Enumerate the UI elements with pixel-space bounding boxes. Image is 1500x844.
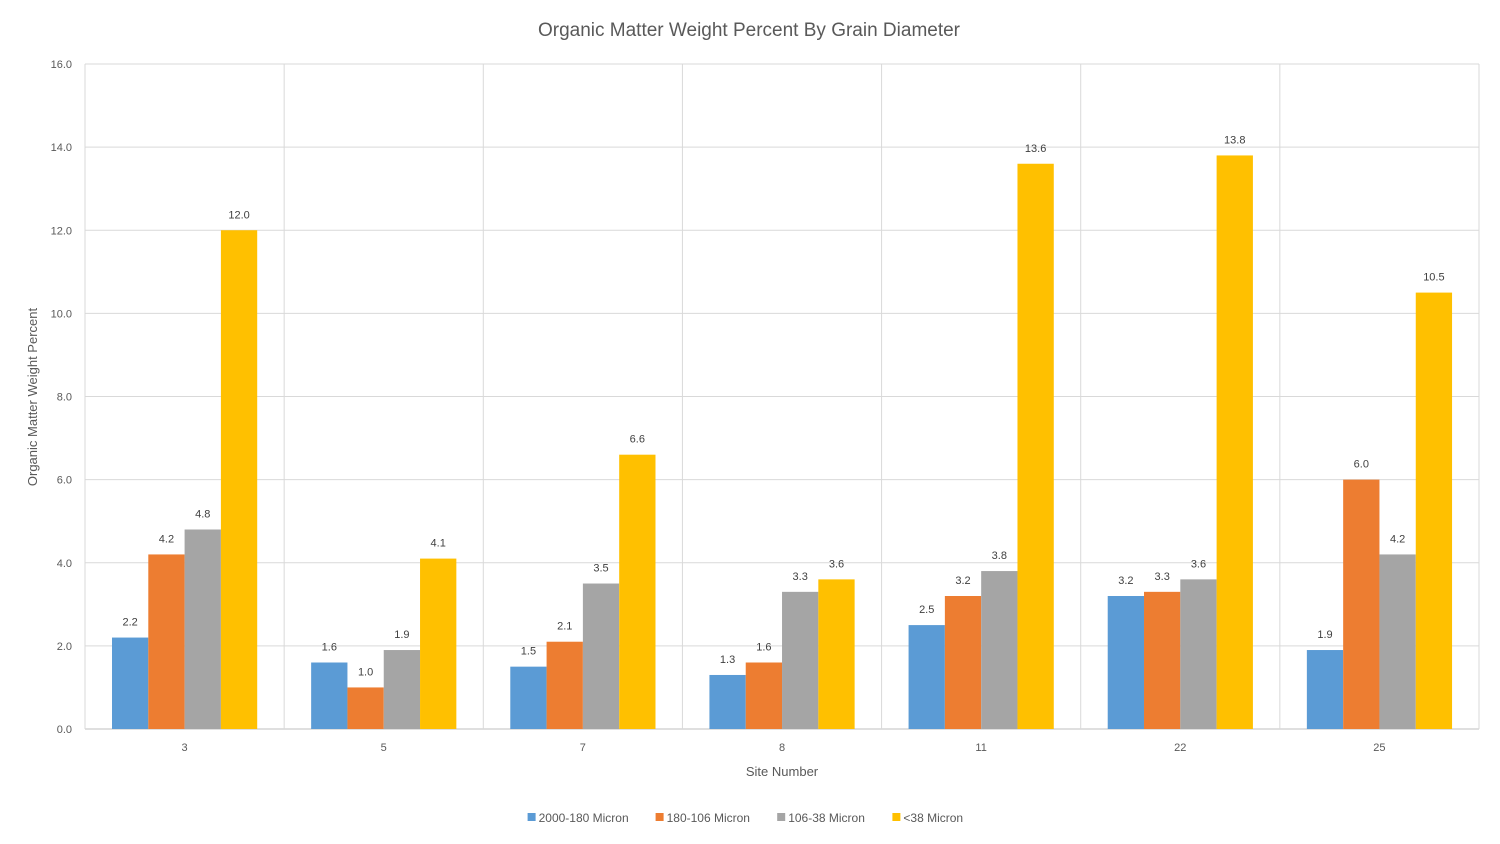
bar [619, 454, 656, 729]
data-label: 3.3 [793, 571, 808, 583]
bar [782, 591, 819, 729]
x-tick-label: 25 [1373, 742, 1385, 754]
data-label: 13.8 [1224, 134, 1245, 146]
data-label: 2.5 [919, 604, 934, 616]
bars [112, 155, 1453, 729]
data-label: 1.5 [521, 646, 536, 658]
data-label: 6.0 [1354, 459, 1369, 471]
legend: 2000-180 Micron 180-106 Micron 106-38 Micr… [527, 811, 963, 825]
bar [1107, 596, 1145, 729]
chart-title: Organic Matter Weight Percent By Grain D… [538, 20, 961, 41]
data-label: 1.0 [358, 666, 373, 678]
legend-label: 180-106 Micron [667, 811, 750, 825]
bar [311, 662, 348, 729]
bar [347, 687, 384, 729]
data-label: 6.6 [630, 434, 645, 446]
gridlines [84, 63, 1480, 730]
bar [510, 666, 547, 729]
bar [1415, 292, 1453, 729]
y-tick-label: 16.0 [51, 59, 72, 71]
y-axis-ticks: 0.0 2.0 4.0 6.0 8.0 10.0 12.0 14.0 16.0 [51, 59, 72, 736]
data-label: 2.1 [557, 621, 572, 633]
y-tick-label: 0.0 [57, 724, 72, 736]
data-label: 13.6 [1025, 143, 1046, 155]
data-label: 3.2 [1118, 575, 1133, 587]
data-label: 4.1 [431, 538, 446, 550]
y-tick-label: 2.0 [57, 641, 72, 653]
data-label: 1.6 [756, 642, 771, 654]
x-tick-label: 5 [381, 742, 387, 754]
y-tick-label: 6.0 [57, 475, 72, 487]
data-label: 1.9 [1317, 629, 1332, 641]
legend-swatch [777, 813, 786, 821]
bar [582, 583, 620, 729]
legend-label: 106-38 Micron [788, 811, 865, 825]
bar [420, 558, 457, 729]
data-label: 3.6 [1191, 558, 1206, 570]
legend-label: <38 Micron [903, 811, 963, 825]
bar [1144, 591, 1181, 729]
y-tick-label: 14.0 [51, 142, 72, 154]
bar [1180, 579, 1217, 729]
data-labels: 2.2 4.2 4.8 12.0 1.6 1.0 1.9 4.1 1.5 2.1 3.5 6.6 1.3… [123, 134, 1445, 678]
bar [745, 662, 783, 729]
bar [709, 674, 746, 729]
x-tick-label: 8 [779, 742, 785, 754]
data-label: 3.5 [593, 563, 608, 575]
data-label: 1.6 [322, 642, 337, 654]
y-tick-label: 12.0 [51, 225, 72, 237]
data-label: 3.8 [992, 550, 1007, 562]
bar [1379, 554, 1416, 729]
legend-swatch [655, 813, 664, 821]
data-label: 1.9 [394, 629, 409, 641]
bar [981, 571, 1018, 729]
y-tick-label: 4.0 [57, 558, 72, 570]
bar [383, 650, 421, 729]
bar [1306, 650, 1344, 729]
data-label: 12.0 [228, 209, 249, 221]
y-tick-label: 8.0 [57, 392, 72, 404]
data-label: 4.8 [195, 509, 210, 521]
bar [1216, 155, 1253, 729]
y-axis-title: Organic Matter Weight Percent [25, 308, 40, 487]
bar [1343, 479, 1380, 729]
x-axis-title: Site Number [746, 764, 819, 779]
bar [220, 230, 258, 729]
data-label: 4.2 [159, 533, 174, 545]
bar [112, 637, 149, 729]
legend-swatch [527, 813, 536, 821]
data-label: 3.3 [1155, 571, 1170, 583]
x-tick-label: 3 [182, 742, 188, 754]
bar [148, 554, 185, 729]
x-tick-label: 11 [975, 742, 986, 754]
bar [546, 641, 583, 729]
bar [944, 596, 982, 729]
data-label: 2.2 [123, 617, 138, 629]
bar [908, 625, 945, 729]
x-tick-label: 7 [580, 742, 586, 754]
legend-swatch [892, 813, 901, 821]
x-tick-label: 22 [1174, 742, 1186, 754]
data-label: 10.5 [1423, 272, 1444, 284]
bar [818, 579, 855, 729]
bar [184, 529, 221, 729]
data-label: 1.3 [720, 654, 735, 666]
data-label: 4.2 [1390, 533, 1405, 545]
legend-label: 2000-180 Micron [539, 811, 629, 825]
x-axis-ticks: 3 5 7 8 11 22 25 [182, 742, 1386, 754]
bar [1017, 163, 1054, 729]
data-label: 3.2 [955, 575, 970, 587]
data-label: 3.6 [829, 558, 844, 570]
y-tick-label: 10.0 [51, 308, 72, 320]
